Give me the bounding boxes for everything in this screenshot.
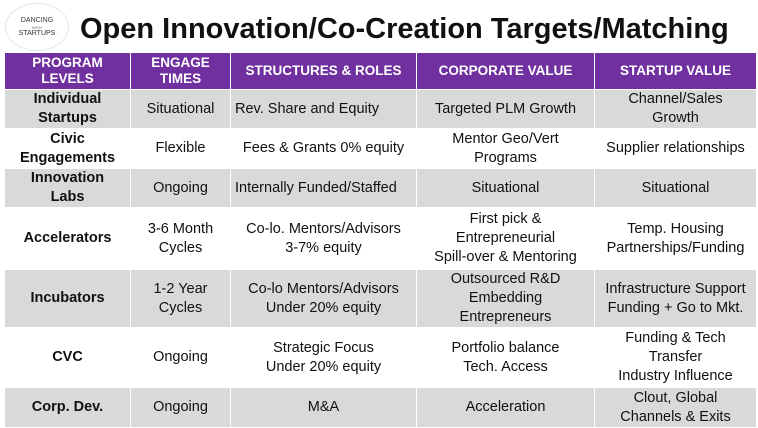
startup-value-cell: Supplier relationships (594, 128, 757, 169)
corporate-value-cell: First pick & Entrepreneurial Spill-over … (416, 207, 595, 270)
header-startup-value: STARTUP VALUE (594, 52, 757, 90)
engage-times-cell: Ongoing (130, 168, 231, 208)
structures-roles-cell: Co-lo. Mentors/Advisors 3-7% equity (230, 207, 417, 270)
header-corporate-value: CORPORATE VALUE (416, 52, 595, 90)
structures-roles-cell: Fees & Grants 0% equity (230, 128, 417, 169)
targets-matching-table: PROGRAM LEVELS ENGAGE TIMES STRUCTURES &… (4, 52, 757, 428)
startup-value-cell: Channel/Sales Growth (594, 89, 757, 129)
corporate-value-cell: Acceleration (416, 387, 595, 428)
engage-times-cell: Ongoing (130, 327, 231, 388)
dancing-with-startups-logo: DANCING WITH STARTUPS (6, 4, 68, 50)
engage-times-cell: 1-2 Year Cycles (130, 269, 231, 328)
table-row: Incubators 1-2 Year Cycles Co-lo Mentors… (4, 269, 757, 328)
corporate-value-cell: Portfolio balance Tech. Access (416, 327, 595, 388)
corporate-value-cell: Situational (416, 168, 595, 208)
logo-line-2: WITH (31, 24, 43, 30)
startup-value-cell: Clout, Global Channels & Exits (594, 387, 757, 428)
table-row: Innovation Labs Ongoing Internally Funde… (4, 168, 757, 208)
structures-roles-cell: M&A (230, 387, 417, 428)
startup-value-cell: Temp. Housing Partnerships/Funding (594, 207, 757, 270)
engage-times-cell: 3-6 Month Cycles (130, 207, 231, 270)
corporate-value-cell: Outsourced R&D Embedding Entrepreneurs (416, 269, 595, 328)
program-level-cell: CVC (4, 327, 131, 388)
table-row: Accelerators 3-6 Month Cycles Co-lo. Men… (4, 207, 757, 270)
table-row: CVC Ongoing Strategic Focus Under 20% eq… (4, 327, 757, 388)
table-header-row: PROGRAM LEVELS ENGAGE TIMES STRUCTURES &… (4, 52, 757, 90)
startup-value-cell: Infrastructure Support Funding + Go to M… (594, 269, 757, 328)
program-level-cell: Innovation Labs (4, 168, 131, 208)
table-row: Civic Engagements Flexible Fees & Grants… (4, 128, 757, 169)
header-engage-times: ENGAGE TIMES (130, 52, 231, 90)
logo-line-3: STARTUPS (18, 29, 56, 37)
program-level-cell: Accelerators (4, 207, 131, 270)
structures-roles-cell: Internally Funded/Staffed (230, 168, 417, 208)
structures-roles-cell: Strategic Focus Under 20% equity (230, 327, 417, 388)
program-level-cell: Civic Engagements (4, 128, 131, 169)
structures-roles-cell: Co-lo Mentors/Advisors Under 20% equity (230, 269, 417, 328)
engage-times-cell: Flexible (130, 128, 231, 169)
program-level-cell: Individual Startups (4, 89, 131, 129)
startup-value-cell: Situational (594, 168, 757, 208)
corporate-value-cell: Targeted PLM Growth (416, 89, 595, 129)
table-row: Individual Startups Situational Rev. Sha… (4, 89, 757, 129)
header-structures-roles: STRUCTURES & ROLES (230, 52, 417, 90)
corporate-value-cell: Mentor Geo/Vert Programs (416, 128, 595, 169)
startup-value-cell: Funding & Tech Transfer Industry Influen… (594, 327, 757, 388)
table-row: Corp. Dev. Ongoing M&A Acceleration Clou… (4, 387, 757, 428)
page-title: Open Innovation/Co-Creation Targets/Matc… (80, 13, 729, 45)
program-level-cell: Corp. Dev. (4, 387, 131, 428)
engage-times-cell: Situational (130, 89, 231, 129)
engage-times-cell: Ongoing (130, 387, 231, 428)
structures-roles-cell: Rev. Share and Equity (230, 89, 417, 129)
header-program-levels: PROGRAM LEVELS (4, 52, 131, 90)
logo-line-1: DANCING (20, 16, 54, 24)
program-level-cell: Incubators (4, 269, 131, 328)
